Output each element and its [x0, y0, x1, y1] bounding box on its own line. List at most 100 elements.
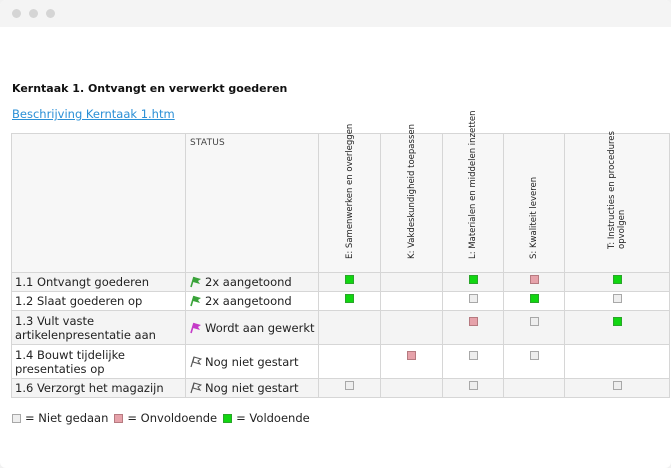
score-gray-square[interactable] — [612, 381, 622, 390]
score-cell — [564, 291, 670, 311]
table-row: 1.3 Vult vaste artikelenpresentatie aan W… — [11, 310, 670, 345]
legend-red-square — [114, 413, 124, 423]
column-header-line: S: Kwaliteit leveren — [529, 176, 539, 259]
score-cell — [503, 378, 565, 398]
table-row: 1.6 Verzorgt het magazijn Nog niet gestar… — [11, 378, 670, 398]
maximize-window-button[interactable] — [46, 9, 55, 18]
column-header-label: T: Instructies en procedures opvolgen — [607, 131, 627, 249]
task-name: 1.6 Verzorgt het magazijn — [11, 378, 186, 398]
column-header-line: K: Vakdeskundigheid toepassen — [406, 124, 417, 259]
column-header: E: Samenwerken en overleggen — [318, 124, 381, 273]
score-red-square[interactable] — [529, 275, 539, 284]
legend-green-square — [223, 413, 233, 423]
score-cell — [380, 272, 443, 292]
table-row: 1.4 Bouwt tijdelijke presentaties op Nog … — [11, 344, 670, 379]
column-header-label: K: Vakdeskundigheid toepassen — [407, 124, 417, 259]
title-bar — [0, 0, 671, 27]
status-cell: Wordt aan gewerkt — [185, 310, 319, 345]
score-cell-inner — [443, 348, 503, 362]
task-name: 1.1 Ontvangt goederen — [11, 272, 186, 292]
legend-item: = Niet gedaan — [12, 411, 108, 425]
score-cell-inner — [565, 378, 669, 392]
score-gray-square[interactable] — [468, 294, 478, 303]
score-green-square[interactable] — [612, 316, 622, 326]
score-cell-inner — [319, 291, 380, 305]
score-green-square[interactable] — [345, 275, 354, 284]
column-header: T: Instructies en procedures opvolgen — [564, 131, 670, 273]
score-cell — [318, 310, 381, 345]
score-gray-square[interactable] — [612, 294, 622, 303]
score-cell — [564, 272, 670, 292]
close-window-button[interactable] — [12, 9, 21, 18]
score-cell — [442, 272, 504, 292]
score-cell — [318, 291, 381, 311]
score-cell — [503, 344, 565, 379]
score-cell-inner — [565, 314, 669, 328]
score-cell-inner — [443, 378, 503, 392]
status-text: 2x aangetoond — [205, 275, 292, 289]
score-cell-inner — [381, 348, 442, 362]
score-cell-inner — [565, 272, 669, 286]
score-gray-square[interactable] — [468, 350, 478, 360]
score-cell — [380, 378, 443, 398]
score-cell — [380, 310, 443, 345]
column-header-line: T: Instructies en procedures — [607, 131, 617, 249]
status-cell: Nog niet gestart — [185, 378, 319, 398]
description-link[interactable]: Beschrijving Kerntaak 1.htm — [12, 107, 175, 121]
score-cell-inner — [443, 272, 503, 286]
score-gray-square[interactable] — [529, 350, 539, 360]
status-text: Wordt aan gewerkt — [205, 320, 315, 335]
score-cell — [442, 344, 504, 379]
score-green-square[interactable] — [468, 275, 478, 284]
score-red-square[interactable] — [407, 350, 416, 360]
flag-outline-icon — [189, 355, 203, 368]
page-title: Kerntaak 1. Ontvangt en verwerkt goedere… — [12, 82, 288, 95]
score-cell-inner — [443, 291, 503, 305]
score-gray-square[interactable] — [468, 381, 478, 390]
flag-outline-icon — [189, 382, 203, 394]
score-cell — [503, 291, 565, 311]
task-name: 1.3 Vult vaste artikelenpresentatie aan — [11, 310, 186, 345]
task-name: 1.2 Slaat goederen op — [11, 291, 186, 311]
score-green-square[interactable] — [345, 294, 354, 303]
column-header: K: Vakdeskundigheid toepassen — [380, 124, 443, 273]
flag-green-icon — [189, 295, 202, 307]
score-cell-inner — [443, 314, 503, 328]
score-green-square[interactable] — [529, 294, 539, 303]
column-header-line: L: Materialen en middelen inzetten — [468, 110, 478, 259]
score-cell — [318, 272, 381, 292]
score-cell — [564, 310, 670, 345]
score-cell-inner — [504, 272, 564, 286]
table-header-row: STATUS E: Samenwerken en overleggen K: Va… — [11, 110, 670, 273]
score-green-square[interactable] — [612, 275, 622, 284]
score-cell — [503, 310, 565, 345]
score-gray-square[interactable] — [345, 381, 354, 390]
minimize-window-button[interactable] — [29, 9, 38, 18]
task-header-cell — [11, 133, 186, 273]
legend-label: = Onvoldoende — [127, 411, 218, 425]
column-header-label: E: Samenwerken en overleggen — [345, 124, 355, 259]
column-header: S: Kwaliteit leveren — [503, 133, 565, 273]
score-cell-inner — [504, 348, 564, 362]
column-header-label: L: Materialen en middelen inzetten — [468, 110, 478, 259]
score-cell — [442, 310, 504, 345]
column-header-line: E: Samenwerken en overleggen — [344, 123, 355, 259]
score-cell-inner — [504, 291, 564, 305]
status-cell: 2x aangetoond — [185, 291, 319, 311]
score-gray-square[interactable] — [529, 316, 539, 326]
status-header: STATUS — [185, 133, 319, 273]
column-header-line: opvolgen — [617, 209, 627, 249]
status-text: Nog niet gestart — [205, 381, 299, 395]
score-cell — [318, 378, 381, 398]
score-cell-inner — [319, 378, 380, 392]
column-header: L: Materialen en middelen inzetten — [442, 110, 504, 273]
status-cell: 2x aangetoond — [185, 272, 319, 292]
score-red-square[interactable] — [468, 316, 478, 326]
legend-label: = Voldoende — [236, 411, 310, 425]
legend: = Niet gedaan = Onvoldoende = Voldoende — [12, 411, 316, 425]
score-cell — [318, 344, 381, 379]
flag-magenta-icon — [189, 322, 202, 334]
legend-label: = Niet gedaan — [25, 411, 109, 425]
score-cell — [503, 272, 565, 292]
